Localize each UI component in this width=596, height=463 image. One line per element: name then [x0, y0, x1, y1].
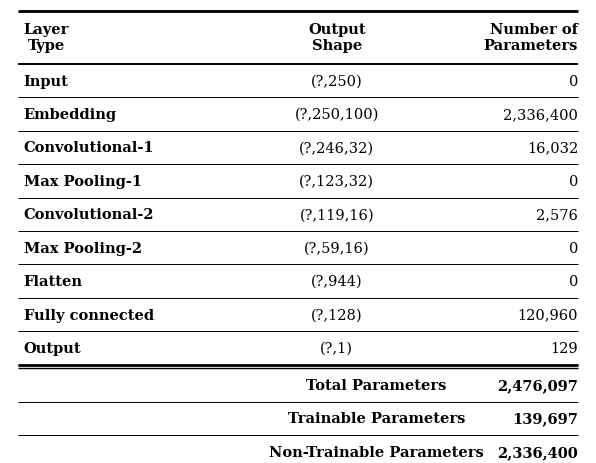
Text: Total Parameters: Total Parameters	[306, 378, 446, 392]
Text: Trainable Parameters: Trainable Parameters	[288, 412, 465, 425]
Text: Output
Shape: Output Shape	[308, 23, 365, 53]
Text: 0: 0	[569, 75, 578, 88]
Text: 2,576: 2,576	[536, 208, 578, 222]
Text: (?,59,16): (?,59,16)	[304, 241, 370, 255]
Text: 139,697: 139,697	[512, 412, 578, 425]
Text: 16,032: 16,032	[527, 141, 578, 155]
Text: 0: 0	[569, 275, 578, 288]
Text: 2,476,097: 2,476,097	[497, 378, 578, 392]
Text: (?,944): (?,944)	[311, 275, 362, 288]
Text: Input: Input	[24, 75, 69, 88]
Text: (?,250,100): (?,250,100)	[294, 108, 379, 122]
Text: Embedding: Embedding	[24, 108, 117, 122]
Text: 120,960: 120,960	[517, 308, 578, 322]
Text: (?,246,32): (?,246,32)	[299, 141, 374, 155]
Text: (?,250): (?,250)	[311, 75, 362, 88]
Text: Flatten: Flatten	[24, 275, 83, 288]
Text: 0: 0	[569, 175, 578, 188]
Text: Convolutional-1: Convolutional-1	[24, 141, 154, 155]
Text: Non-Trainable Parameters: Non-Trainable Parameters	[269, 445, 484, 459]
Text: (?,119,16): (?,119,16)	[299, 208, 374, 222]
Text: Output: Output	[24, 341, 82, 355]
Text: Max Pooling-2: Max Pooling-2	[24, 241, 142, 255]
Text: 129: 129	[551, 341, 578, 355]
Text: Layer
Type: Layer Type	[24, 23, 69, 53]
Text: (?,128): (?,128)	[311, 308, 362, 322]
Text: 2,336,400: 2,336,400	[503, 108, 578, 122]
Text: Number of
Parameters: Number of Parameters	[484, 23, 578, 53]
Text: Convolutional-2: Convolutional-2	[24, 208, 154, 222]
Text: 2,336,400: 2,336,400	[498, 445, 578, 459]
Text: 0: 0	[569, 241, 578, 255]
Text: Fully connected: Fully connected	[24, 308, 154, 322]
Text: (?,1): (?,1)	[320, 341, 353, 355]
Text: Max Pooling-1: Max Pooling-1	[24, 175, 142, 188]
Text: (?,123,32): (?,123,32)	[299, 175, 374, 188]
